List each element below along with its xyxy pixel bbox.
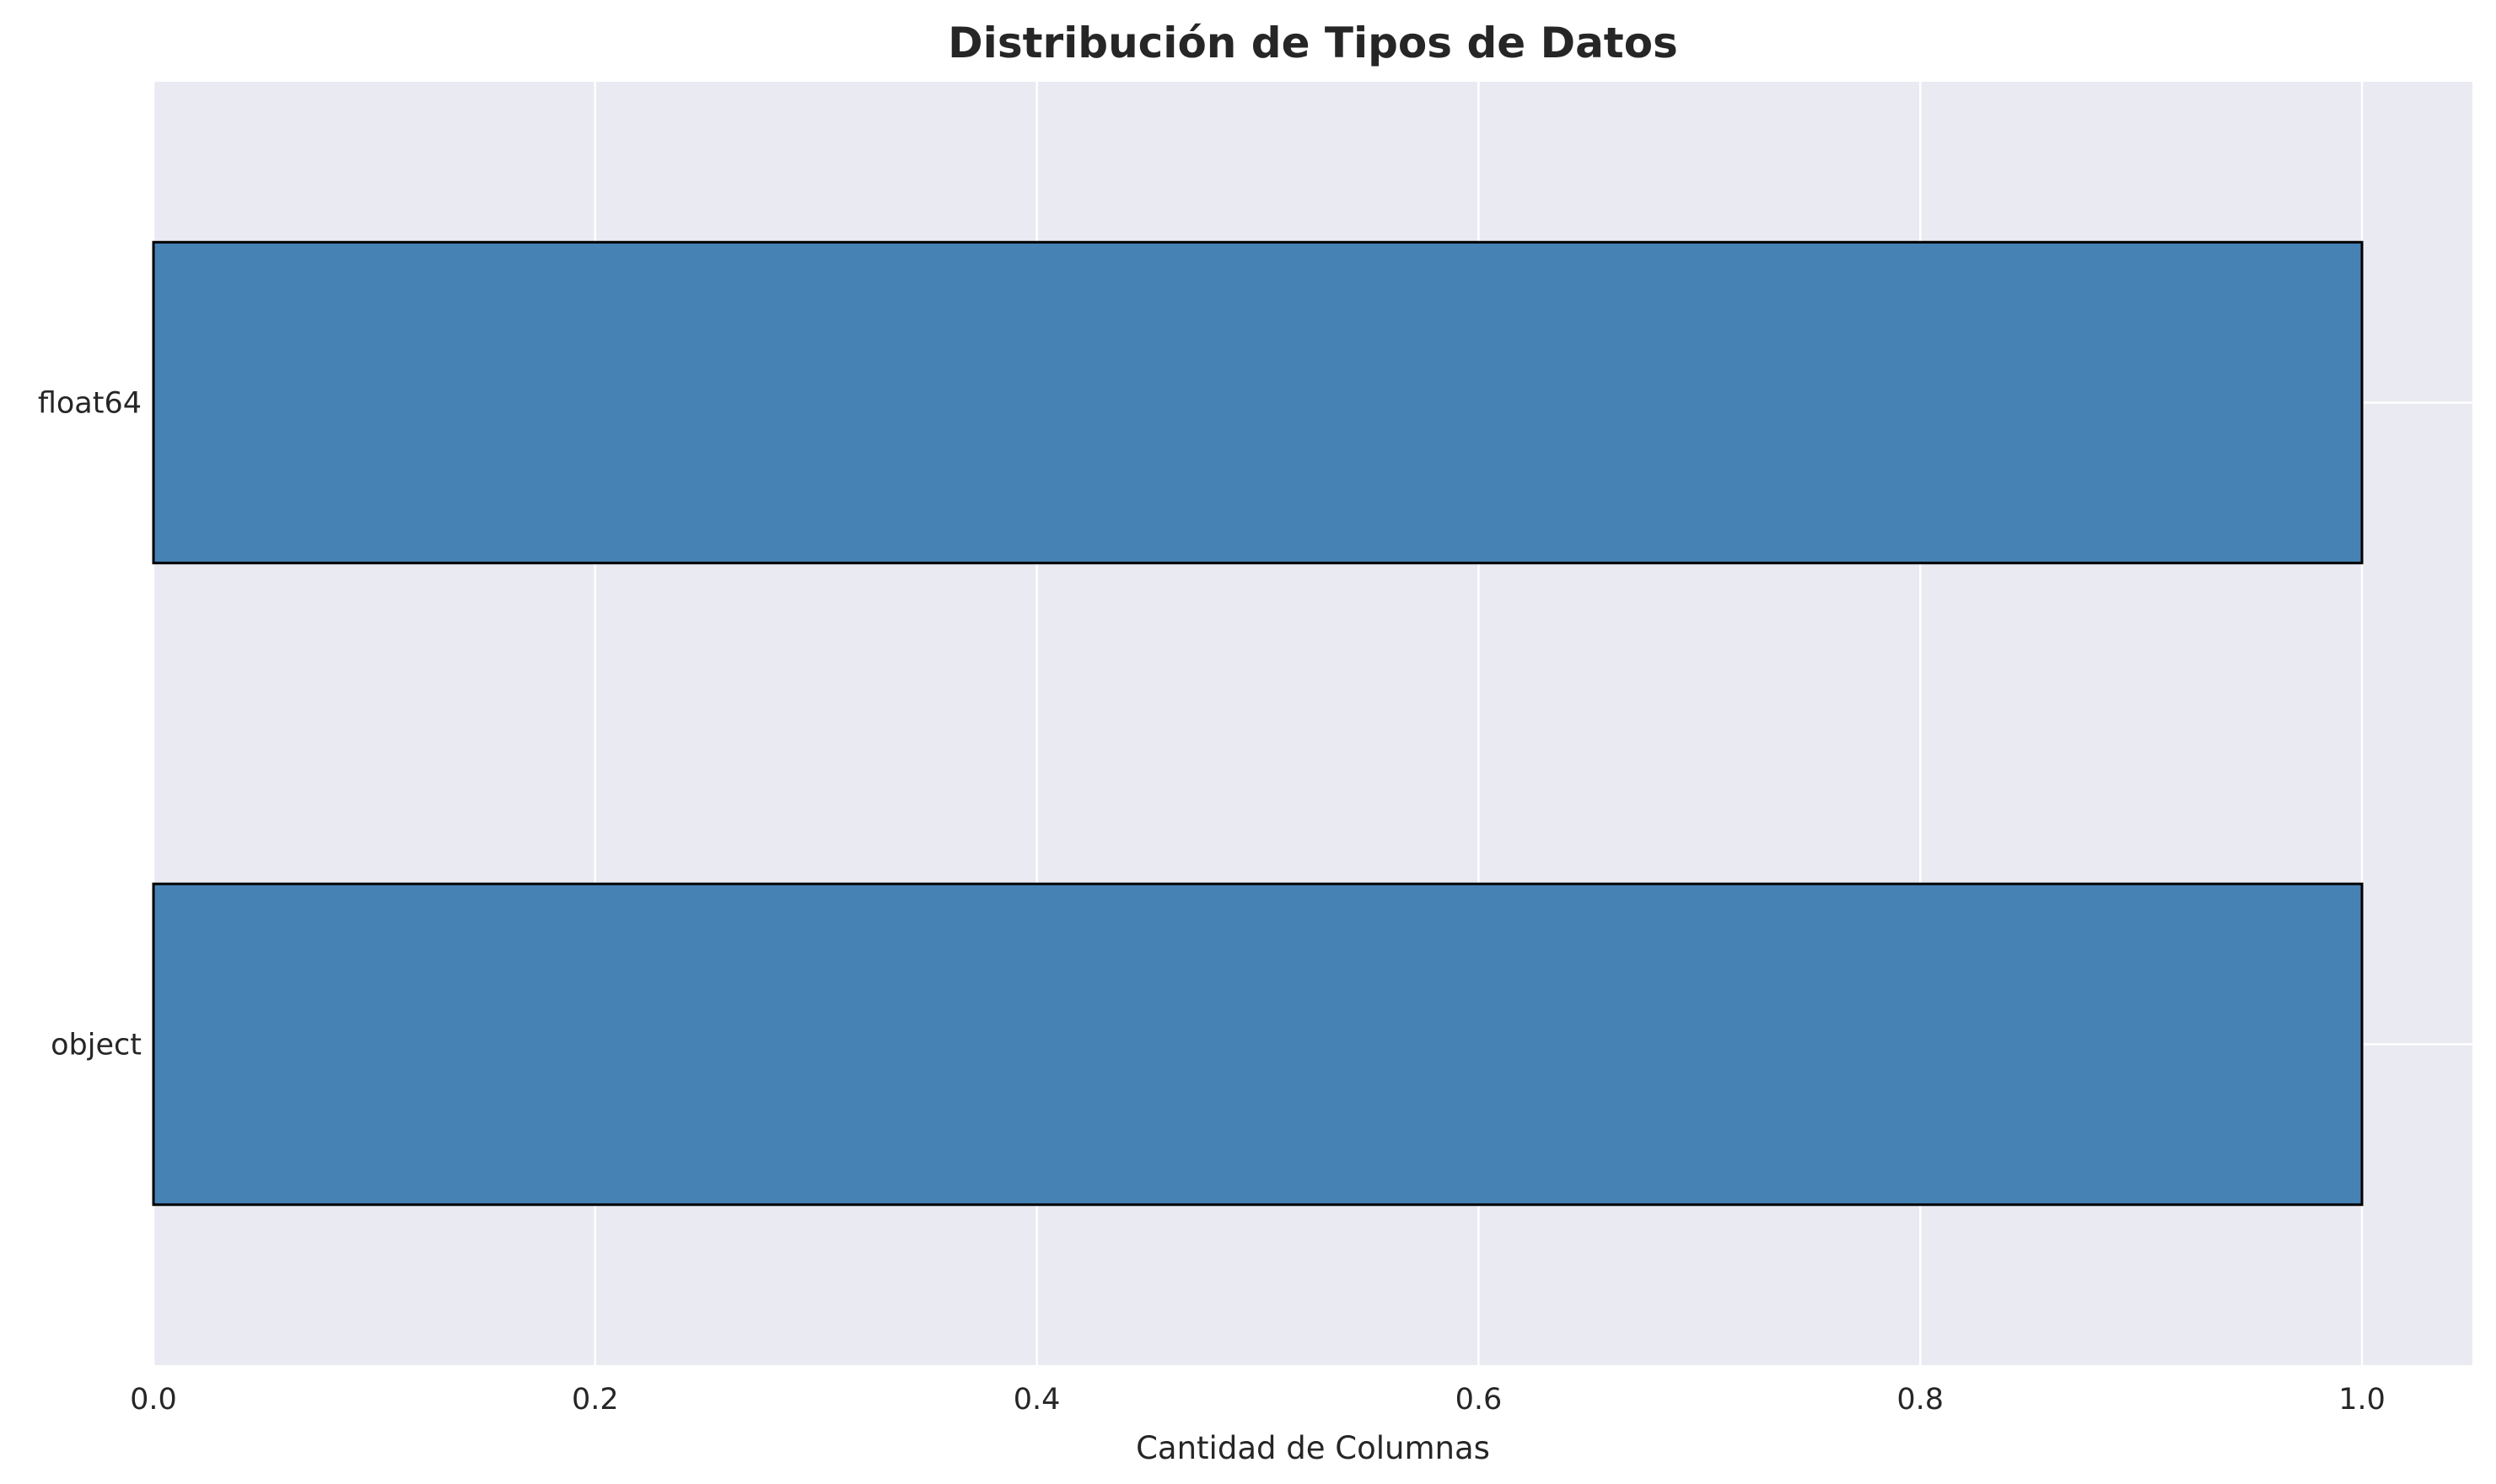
x-tick-label: 0.0 (130, 1383, 177, 1417)
bars (152, 240, 2364, 1207)
x-tick-label: 0.8 (1896, 1383, 1944, 1417)
x-tick-labels: 0.0 0.2 0.4 0.6 0.8 1.0 (130, 1383, 2386, 1417)
y-tick-label-float64: float64 (38, 387, 142, 421)
bar-float64 (152, 240, 2364, 565)
y-tick-labels: object float64 (38, 387, 142, 1062)
x-tick-label: 0.4 (1014, 1383, 1061, 1417)
x-tick-label: 0.6 (1455, 1383, 1503, 1417)
x-tick-label: 0.2 (572, 1383, 619, 1417)
y-tick-label-object: object (51, 1029, 142, 1062)
x-tick-label: 1.0 (2338, 1383, 2386, 1417)
chart-title: Distribución de Tipos de Datos (948, 19, 1678, 67)
bar-object (152, 882, 2364, 1207)
x-axis-label: Cantidad de Columnas (1136, 1430, 1490, 1466)
